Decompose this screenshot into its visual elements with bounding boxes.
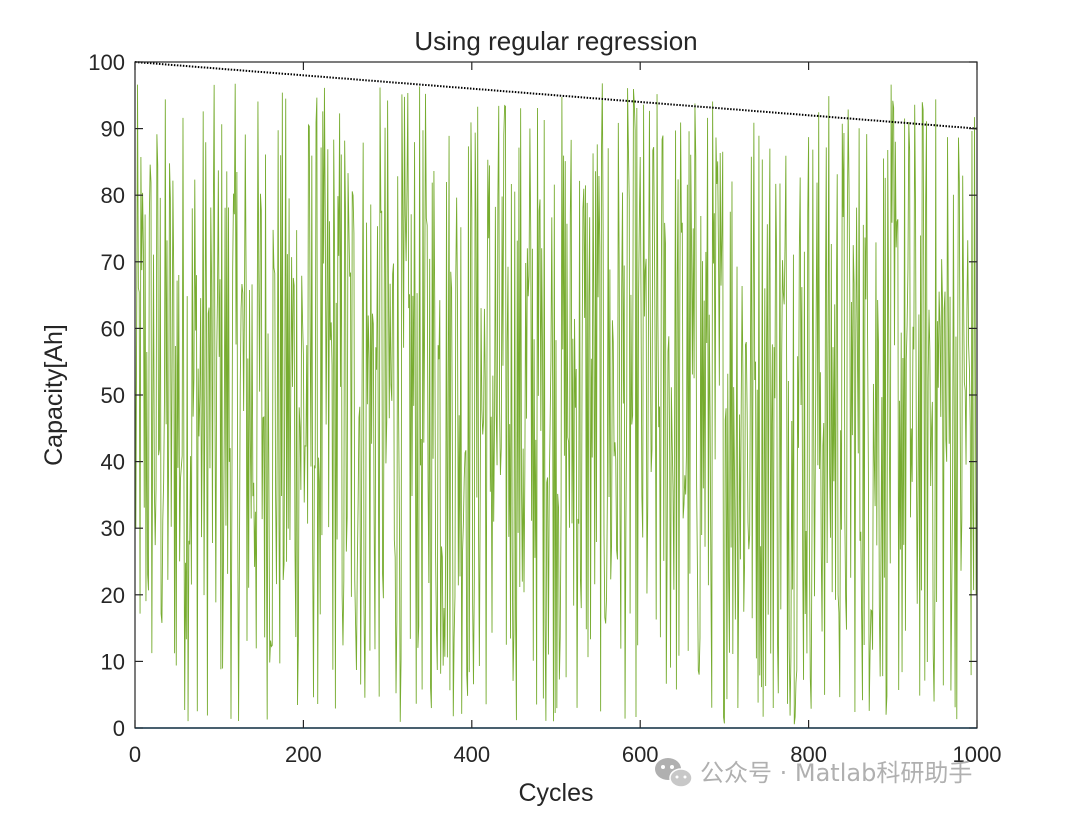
y-tick-label: 90: [101, 117, 125, 142]
watermark: 公众号 · Matlab科研助手: [655, 758, 972, 788]
y-tick-label: 50: [101, 383, 125, 408]
x-tick-label: 0: [129, 742, 141, 767]
series-line-0: [134, 83, 978, 725]
y-tick-label: 60: [101, 316, 125, 341]
x-tick-label: 800: [790, 742, 827, 767]
y-tick-label: 40: [101, 450, 125, 475]
y-tick-label: 20: [101, 583, 125, 608]
x-tick-label: 200: [285, 742, 322, 767]
x-tick-label: 400: [453, 742, 490, 767]
y-axis-label: Capacity[Ah]: [40, 324, 68, 466]
y-tick-label: 30: [101, 516, 125, 541]
wechat-icon: [655, 758, 693, 788]
y-tick-label: 80: [101, 183, 125, 208]
y-tick-label: 10: [101, 649, 125, 674]
x-tick-label: 1000: [953, 742, 1002, 767]
watermark-text: 公众号 · Matlab科研助手: [700, 759, 972, 787]
y-tick-label: 70: [101, 250, 125, 275]
ticks-layer: 0 200 400 600 800 1000 0 10 20 30 40 50 60 70 80 90 100: [88, 50, 1001, 767]
x-tick-label: 600: [622, 742, 659, 767]
chart-title: Using regular regression: [414, 26, 697, 56]
y-tick-label: 0: [113, 716, 125, 741]
y-tick-label: 100: [88, 50, 125, 75]
x-axis-label: Cycles: [518, 779, 593, 807]
